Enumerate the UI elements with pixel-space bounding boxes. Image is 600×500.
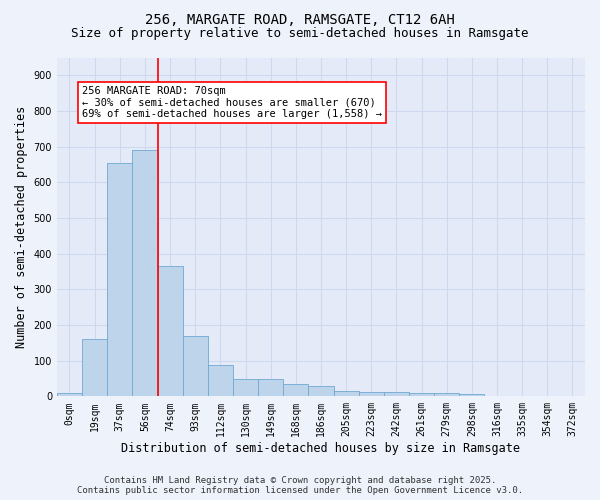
Y-axis label: Number of semi-detached properties: Number of semi-detached properties bbox=[15, 106, 28, 348]
Bar bbox=[158, 266, 182, 396]
Bar bbox=[82, 340, 107, 396]
Text: Contains HM Land Registry data © Crown copyright and database right 2025.
Contai: Contains HM Land Registry data © Crown c… bbox=[77, 476, 523, 495]
Text: 256 MARGATE ROAD: 70sqm
← 30% of semi-detached houses are smaller (670)
69% of s: 256 MARGATE ROAD: 70sqm ← 30% of semi-de… bbox=[82, 86, 382, 119]
Text: Size of property relative to semi-detached houses in Ramsgate: Size of property relative to semi-detach… bbox=[71, 28, 529, 40]
Bar bbox=[384, 392, 409, 396]
Bar bbox=[258, 379, 283, 396]
Bar bbox=[133, 150, 158, 396]
Bar bbox=[233, 378, 258, 396]
Bar bbox=[57, 394, 82, 396]
Bar bbox=[334, 391, 359, 396]
Bar bbox=[283, 384, 308, 396]
Bar bbox=[434, 393, 459, 396]
X-axis label: Distribution of semi-detached houses by size in Ramsgate: Distribution of semi-detached houses by … bbox=[121, 442, 520, 455]
Bar bbox=[459, 394, 484, 396]
Bar bbox=[308, 386, 334, 396]
Bar bbox=[182, 336, 208, 396]
Bar bbox=[409, 393, 434, 396]
Bar bbox=[208, 366, 233, 396]
Bar bbox=[107, 162, 133, 396]
Text: 256, MARGATE ROAD, RAMSGATE, CT12 6AH: 256, MARGATE ROAD, RAMSGATE, CT12 6AH bbox=[145, 12, 455, 26]
Bar bbox=[359, 392, 384, 396]
